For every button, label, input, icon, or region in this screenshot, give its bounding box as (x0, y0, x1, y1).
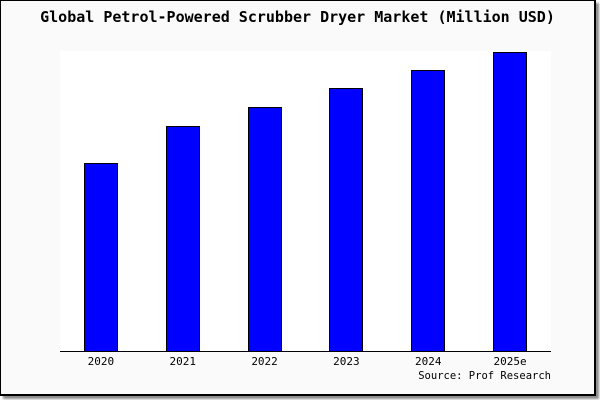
bar-slot-2025e (469, 51, 551, 351)
bar-2022 (247, 107, 282, 351)
bar-2020 (83, 163, 118, 351)
x-tick-2025e: 2025e (493, 355, 527, 368)
chart-title: Global Petrol-Powered Scrubber Dryer Mar… (40, 8, 555, 26)
bar-2021 (165, 126, 200, 351)
x-tick-2020: 2020 (87, 355, 115, 368)
x-tick-2024: 2024 (414, 355, 442, 368)
bar-slot-2022 (224, 51, 306, 351)
source-credit: Source: Prof Research (418, 370, 551, 382)
x-tick-2023: 2023 (333, 355, 360, 368)
bar-slot-2020 (60, 51, 142, 351)
bar-2024 (411, 70, 446, 351)
bar-2023 (329, 88, 364, 351)
bar-slot-2024 (387, 51, 469, 351)
x-tick-2021: 2021 (169, 355, 196, 368)
bar-slot-2023 (305, 51, 387, 351)
bar-2025e (493, 52, 528, 351)
x-tick-2022: 2022 (251, 355, 278, 368)
plot-area (60, 51, 551, 352)
bar-slot-2021 (142, 51, 224, 351)
x-axis-labels: 2020 2021 2022 2023 2024 2025e (60, 355, 551, 368)
